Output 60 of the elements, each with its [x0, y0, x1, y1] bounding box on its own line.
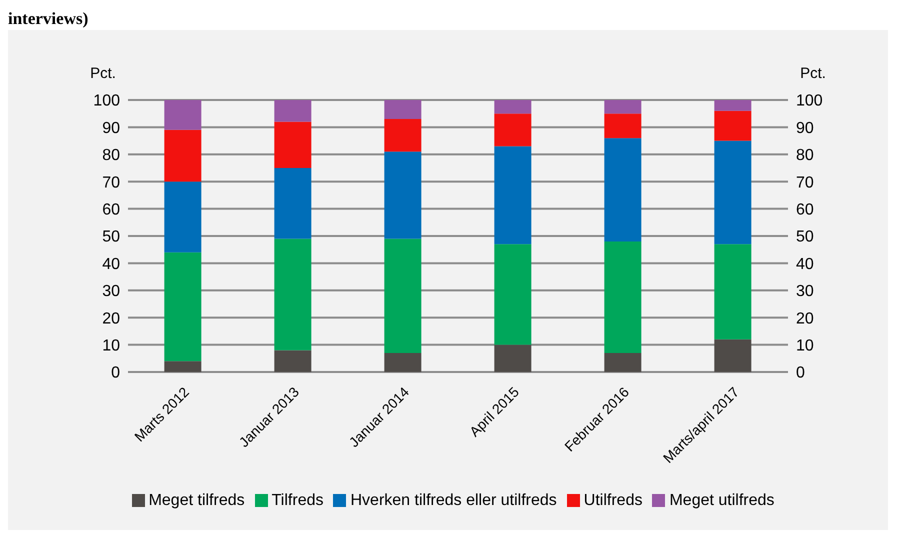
bar	[274, 168, 312, 239]
y-tick-label: 20	[102, 310, 120, 328]
y2-tick-label: 90	[796, 120, 814, 137]
y2-tick-label: 30	[796, 283, 814, 300]
bar	[494, 114, 532, 146]
y-tick-label: 100	[93, 92, 120, 110]
y2-tick-label: 100	[796, 92, 823, 110]
legend-label: Tilfreds	[272, 492, 324, 509]
bar	[274, 350, 312, 372]
bar	[164, 361, 202, 372]
bar	[494, 244, 532, 345]
legend-label: Meget tilfreds	[148, 492, 245, 509]
bar	[384, 152, 422, 239]
bar	[604, 241, 642, 353]
y2-tick-label: 0	[796, 364, 805, 382]
y-tick-label: 60	[102, 201, 120, 218]
bar	[714, 100, 752, 111]
bar	[384, 119, 422, 152]
bar	[604, 100, 642, 114]
y-tick-label: 10	[102, 337, 120, 354]
bar	[604, 138, 642, 242]
y2-tick-label: 10	[796, 337, 814, 354]
bar	[714, 244, 752, 340]
bar	[164, 252, 202, 362]
bar	[164, 130, 202, 182]
y-tick-label: 40	[102, 256, 120, 273]
y-tick-label: 80	[102, 147, 120, 164]
y-tick-label: 70	[102, 174, 120, 192]
bar	[274, 100, 312, 122]
legend-label: Meget utilfreds	[669, 492, 774, 509]
bar	[164, 182, 202, 252]
bar	[714, 110, 752, 141]
y2-axis-title: Pct.	[800, 65, 826, 82]
y2-tick-label: 20	[796, 310, 814, 328]
bar	[274, 238, 312, 350]
bar	[494, 344, 532, 372]
y-tick-label: 0	[111, 364, 120, 382]
legend-label: Hverken tilfreds eller utilfreds	[350, 492, 557, 509]
y2-tick-label: 70	[796, 174, 814, 192]
bar	[604, 352, 642, 372]
legend-label: Utilfreds	[584, 492, 642, 509]
bar	[714, 140, 752, 244]
bar	[494, 100, 532, 114]
y2-tick-label: 40	[796, 256, 814, 273]
bar	[384, 352, 422, 372]
bar	[604, 114, 642, 138]
y2-tick-label: 50	[796, 228, 814, 246]
y-tick-label: 30	[102, 283, 120, 300]
chart-title: interviews)	[8, 8, 90, 30]
bar	[384, 100, 422, 120]
bar	[164, 100, 202, 130]
bar	[384, 238, 422, 353]
y2-tick-label: 80	[796, 147, 814, 164]
bar	[714, 339, 752, 372]
y-axis-title: Pct.	[90, 65, 116, 82]
y-tick-label: 90	[102, 120, 120, 137]
y2-tick-label: 60	[796, 201, 814, 218]
bar	[274, 122, 312, 168]
bar	[494, 146, 532, 244]
y-tick-label: 50	[102, 228, 120, 246]
